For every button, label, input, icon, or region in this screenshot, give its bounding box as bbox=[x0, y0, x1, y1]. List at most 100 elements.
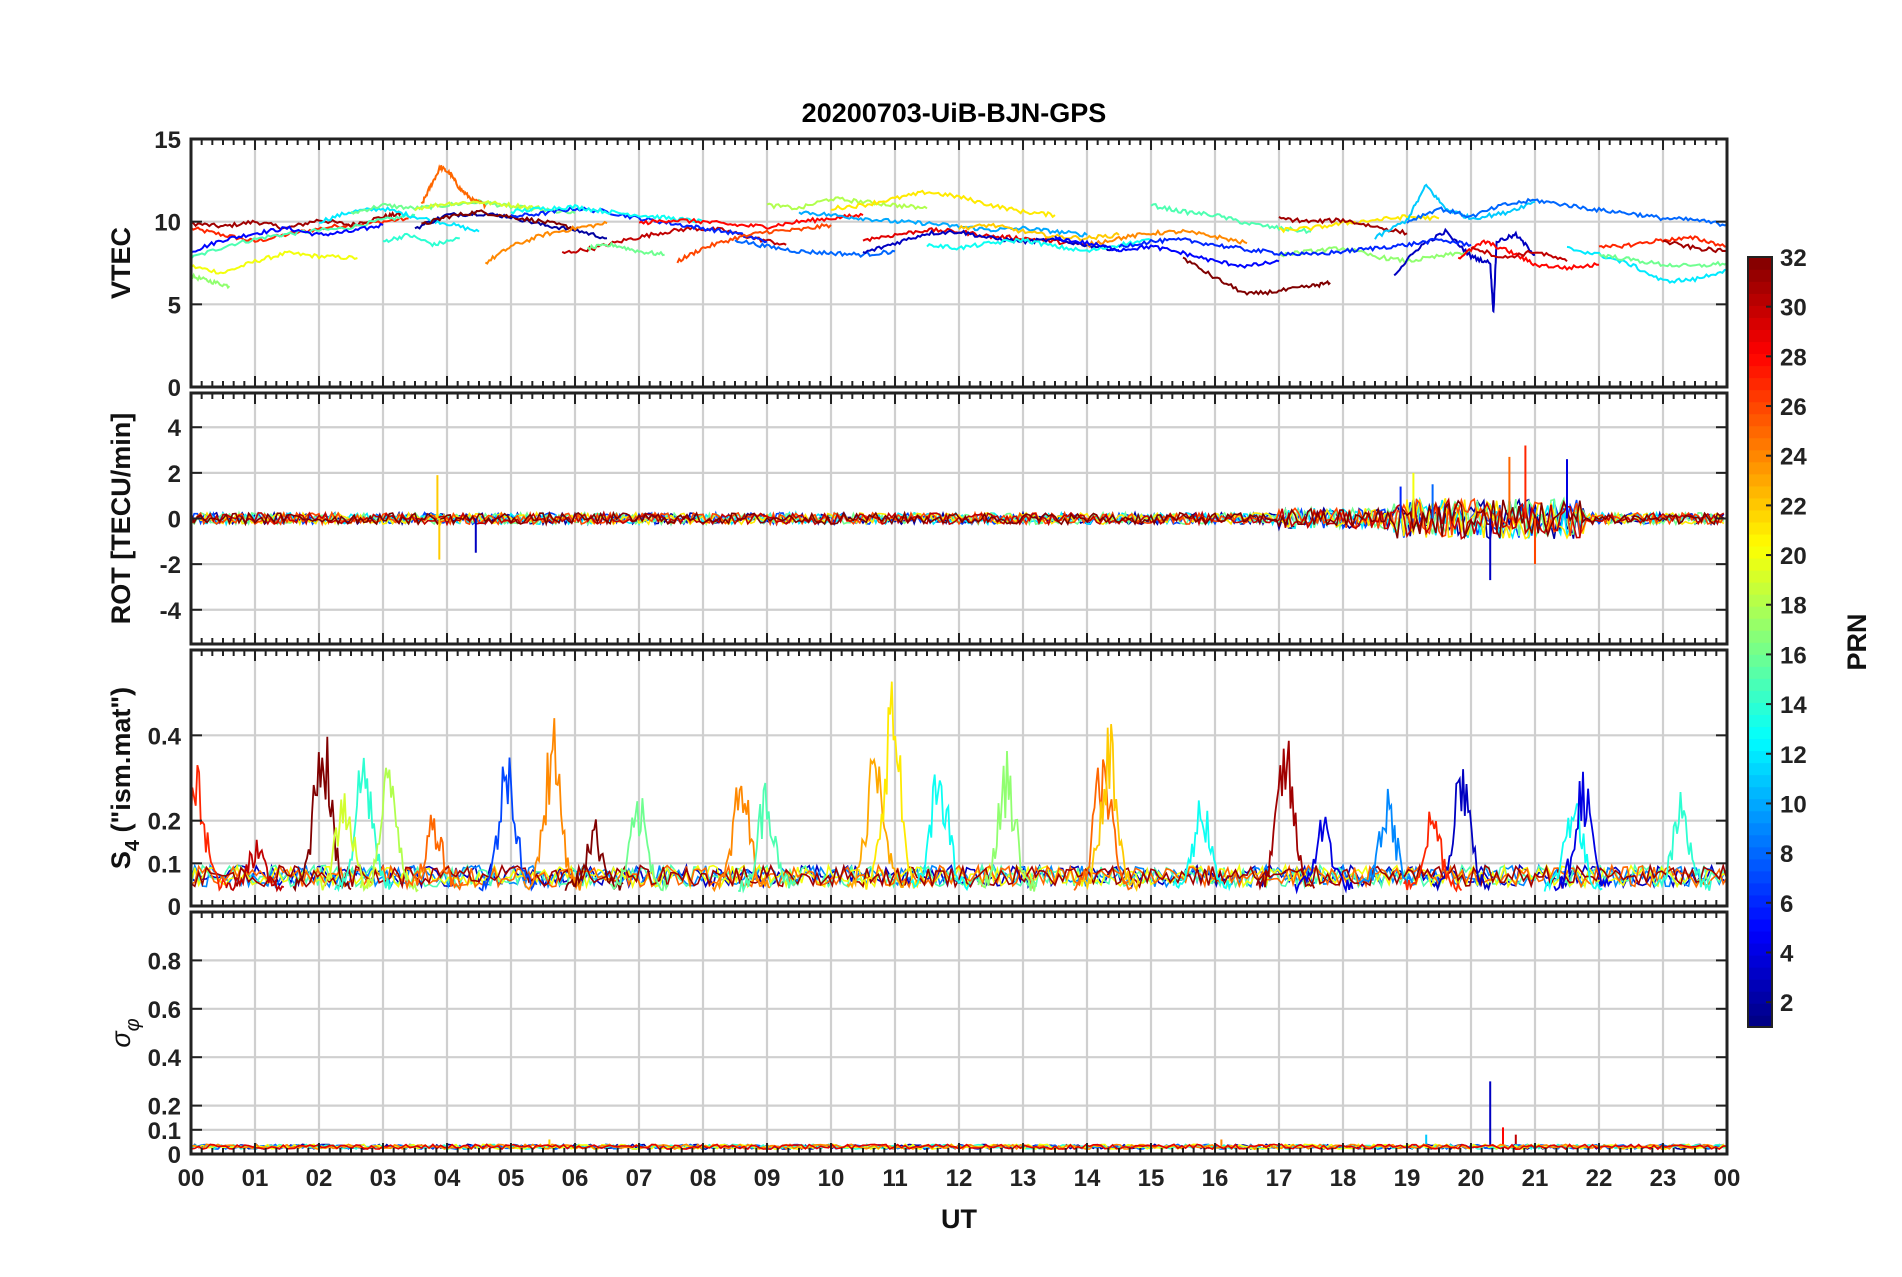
colorbar-tick-label: 2 bbox=[1780, 990, 1793, 1017]
colorbar-segment bbox=[1748, 858, 1772, 872]
colorbar-segment bbox=[1748, 509, 1772, 523]
vtec-series-prn-6 bbox=[1118, 236, 1472, 257]
colorbar-segment bbox=[1748, 569, 1772, 583]
x-tick-label: 22 bbox=[1586, 1165, 1613, 1192]
vtec-series-prn-26 bbox=[676, 222, 832, 264]
colorbar-segment bbox=[1748, 786, 1772, 800]
x-tick-label: 18 bbox=[1330, 1165, 1357, 1192]
rot-trace-prn-32 bbox=[191, 499, 1725, 540]
y-tick-label: 0 bbox=[168, 1142, 181, 1169]
s4-peak-prn-4 bbox=[1553, 771, 1612, 892]
s4-peak-prn-15 bbox=[738, 782, 797, 894]
colorbar-segment bbox=[1748, 726, 1772, 740]
colorbar-segment bbox=[1748, 870, 1772, 884]
vtec-series-prn-24 bbox=[484, 220, 608, 265]
x-tick-label: 00 bbox=[178, 1165, 205, 1192]
vtec-series-prn-24 bbox=[1086, 228, 1248, 249]
vtec-series-prn-8 bbox=[734, 239, 896, 258]
s4-peak-prn-3 bbox=[1431, 769, 1492, 892]
s4-peak-prn-23 bbox=[846, 757, 906, 890]
x-tick-label: 08 bbox=[690, 1165, 717, 1192]
vtec-series-prn-19 bbox=[414, 199, 544, 212]
x-tick-label: 07 bbox=[626, 1165, 653, 1192]
data-layer bbox=[191, 681, 1727, 895]
panel-vtec: 0 5 10 15 VTEC bbox=[106, 127, 1729, 402]
x-tick-label: 13 bbox=[1010, 1165, 1037, 1192]
vtec-series-prn-17 bbox=[1278, 246, 1472, 265]
y-tick-label: 15 bbox=[154, 127, 181, 154]
colorbar-segment bbox=[1748, 473, 1772, 487]
chart-title: 20200703-UiB-BJN-GPS bbox=[802, 98, 1107, 128]
vtec-series-prn-6 bbox=[510, 205, 768, 244]
s4-peak-prn-19 bbox=[315, 793, 375, 891]
x-tick-label: 03 bbox=[370, 1165, 397, 1192]
colorbar-segment bbox=[1748, 341, 1772, 355]
colorbar-segment bbox=[1748, 305, 1772, 318]
colorbar-segment bbox=[1748, 533, 1772, 547]
s4-peak-prn-24 bbox=[522, 718, 583, 891]
colorbar-segment bbox=[1748, 942, 1772, 956]
vtec-series-prn-31 bbox=[1278, 216, 1408, 236]
x-tick-label: 00 bbox=[1714, 1165, 1741, 1192]
y-tick-label: 0.1 bbox=[148, 1118, 181, 1145]
y-axis-label-rest: ("ism.mat") bbox=[106, 687, 136, 840]
y-tick-label: 0.8 bbox=[148, 948, 181, 975]
colorbar-segment bbox=[1748, 714, 1772, 728]
colorbar-segment bbox=[1748, 954, 1772, 968]
colorbar-segment bbox=[1748, 257, 1772, 270]
colorbar-segment bbox=[1748, 617, 1772, 631]
y-axis-label-main: σ bbox=[106, 1030, 136, 1048]
panel-s4: 00.10.20.4S4 ("ism.mat") bbox=[106, 648, 1729, 921]
y-tick-label: 0.4 bbox=[148, 1045, 182, 1072]
colorbar-segment bbox=[1748, 738, 1772, 752]
vtec-series-prn-21 bbox=[830, 189, 1056, 219]
colorbar-segment bbox=[1748, 930, 1772, 944]
y-axis-label: ROT [TECU/min] bbox=[106, 413, 136, 624]
colorbar-segment bbox=[1748, 894, 1772, 908]
colorbar-segment bbox=[1748, 605, 1772, 619]
y-tick-label: 4 bbox=[168, 415, 182, 442]
vtec-series-prn-11 bbox=[1374, 183, 1536, 240]
colorbar-segment bbox=[1748, 485, 1772, 499]
s4-peak-prn-14 bbox=[1652, 791, 1712, 891]
vtec-series-prn-16 bbox=[586, 241, 665, 257]
s4-peak-prn-30 bbox=[225, 839, 285, 893]
x-tick-label: 10 bbox=[818, 1165, 845, 1192]
colorbar-segment bbox=[1748, 425, 1772, 439]
y-tick-label: 0.4 bbox=[148, 723, 182, 750]
x-tick-label: 12 bbox=[946, 1165, 973, 1192]
s4-peak-prn-25 bbox=[1073, 759, 1133, 891]
y-axis-label-sub: φ bbox=[122, 1018, 144, 1031]
colorbar-segment bbox=[1748, 762, 1772, 776]
colorbar-segment bbox=[1748, 281, 1772, 294]
y-axis-label: VTEC bbox=[106, 227, 136, 299]
s4-peak-prn-9 bbox=[1358, 788, 1418, 887]
vtec-series-prn-5 bbox=[1054, 235, 1280, 269]
y-tick-label: 2 bbox=[168, 461, 181, 488]
colorbar-segment bbox=[1748, 317, 1772, 330]
panel-sigma_phi: 00.10.2 0.4 0.6 0.8 σφ 00 01 02 03 04 05 06 07 08 09 10… bbox=[106, 910, 1741, 1234]
vtec-series-prn-12 bbox=[318, 206, 480, 233]
s4-peak-prn-32 bbox=[564, 819, 624, 892]
s4-peak-prn-22 bbox=[1080, 724, 1140, 893]
colorbar-tick-label: 8 bbox=[1780, 841, 1793, 868]
s4-trace-prn-31 bbox=[191, 862, 1727, 890]
vtec-series-prn-17 bbox=[191, 272, 231, 290]
colorbar-segment bbox=[1748, 906, 1772, 920]
x-tick-label: 17 bbox=[1266, 1165, 1293, 1192]
rot-trace-prn-21 bbox=[191, 498, 1725, 540]
colorbar-segment bbox=[1748, 629, 1772, 643]
vtec-series-prn-3 bbox=[862, 229, 1120, 255]
colorbar-segment bbox=[1748, 978, 1772, 992]
vtec-series-prn-5 bbox=[191, 222, 384, 254]
vtec-series-prn-20 bbox=[191, 250, 358, 275]
colorbar-segment bbox=[1748, 846, 1772, 860]
x-tick-label: 02 bbox=[306, 1165, 333, 1192]
y-axis-label-sub: 4 bbox=[122, 839, 144, 851]
colorbar-segment bbox=[1748, 293, 1772, 306]
vtec-series-prn-31 bbox=[1662, 239, 1727, 254]
s4-peak-prn-31 bbox=[1255, 740, 1316, 891]
